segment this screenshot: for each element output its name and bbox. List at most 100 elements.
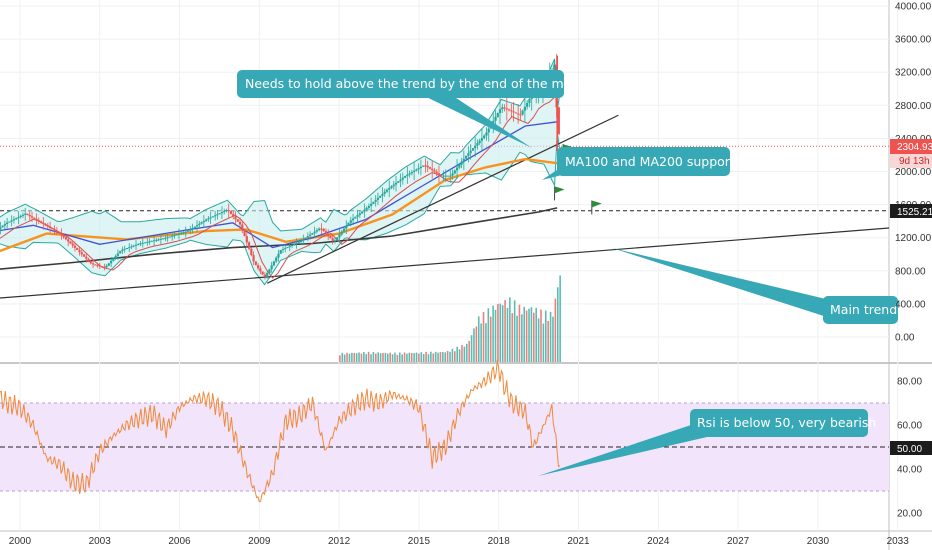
volume-bar bbox=[513, 300, 516, 362]
candle-body bbox=[48, 226, 52, 228]
volume-bar bbox=[403, 352, 406, 362]
volume-bar bbox=[559, 275, 561, 362]
rsi-tick-label: 80.00 bbox=[897, 377, 922, 388]
candle-body bbox=[55, 230, 58, 232]
callout-main-trend[interactable]: Main trend bbox=[612, 248, 898, 324]
candle-body bbox=[444, 175, 447, 177]
candle-body bbox=[471, 148, 474, 151]
volume-bar bbox=[501, 305, 504, 362]
volume-bar bbox=[391, 354, 394, 362]
volume-bar bbox=[379, 353, 382, 362]
volume-bar bbox=[485, 323, 487, 362]
rsi-axis[interactable]: 80.00 60.00 40.00 20.00 bbox=[897, 377, 922, 520]
candle-body bbox=[0, 227, 2, 229]
candle-body bbox=[553, 64, 556, 71]
candle-body bbox=[150, 240, 153, 242]
volume-bar bbox=[434, 351, 437, 362]
candle-body bbox=[465, 155, 468, 159]
candle-body bbox=[62, 235, 65, 238]
candle-body bbox=[132, 245, 135, 247]
candle-body bbox=[261, 271, 264, 275]
candle-body bbox=[30, 216, 34, 218]
volume-bar bbox=[384, 352, 387, 362]
candle-body bbox=[403, 176, 407, 178]
candle-body bbox=[483, 135, 486, 139]
callout-pointer bbox=[612, 248, 830, 318]
volume-bar bbox=[370, 354, 372, 362]
candle-body bbox=[64, 237, 68, 240]
moving-averages bbox=[0, 96, 558, 279]
callout-hold-trend-text: Needs to hold above the trend by the end… bbox=[245, 76, 592, 91]
time-tick-label: 2006 bbox=[168, 536, 191, 547]
volume-bar bbox=[449, 351, 451, 362]
volume-bar bbox=[348, 353, 351, 362]
candle-body bbox=[134, 244, 138, 246]
candle-body bbox=[363, 209, 366, 212]
price-axis[interactable]: 4000.003600.003200.002800.002400.002000.… bbox=[895, 2, 932, 344]
volume-bar bbox=[461, 345, 463, 362]
callout-rsi-bearish[interactable]: Rsi is below 50, very bearish bbox=[538, 409, 876, 476]
volume-bar bbox=[394, 352, 396, 362]
time-tick-label: 2009 bbox=[248, 536, 271, 547]
volume-bar bbox=[439, 352, 442, 362]
candle-body bbox=[202, 220, 205, 223]
candle-body bbox=[399, 179, 402, 182]
candle-body bbox=[200, 222, 203, 224]
volume-bar bbox=[437, 352, 439, 362]
candle-body bbox=[517, 113, 520, 115]
candle-body bbox=[345, 225, 348, 229]
volume-bar bbox=[477, 316, 480, 362]
candle-body bbox=[315, 230, 318, 232]
candle-body bbox=[157, 239, 160, 241]
volume-bar bbox=[363, 351, 365, 362]
volume-bar bbox=[372, 352, 375, 362]
candle-body bbox=[1, 225, 4, 228]
candle-body bbox=[426, 165, 429, 168]
candle-body bbox=[15, 218, 18, 220]
callout-hold-trend[interactable]: Needs to hold above the trend by the end… bbox=[237, 70, 592, 148]
volume-bar bbox=[401, 354, 403, 362]
candle-body bbox=[184, 231, 187, 233]
candle-body bbox=[288, 246, 291, 248]
candle-body bbox=[297, 242, 300, 244]
time-axis[interactable]: 2000 2003 2006 2009 2012 2015 2018 2021 2024 2027… bbox=[9, 536, 909, 547]
candle-body bbox=[485, 132, 488, 136]
volume-bar bbox=[518, 304, 521, 362]
candle-body bbox=[397, 181, 400, 183]
volume-bar bbox=[420, 352, 423, 362]
candle-body bbox=[123, 248, 126, 250]
volume-bar bbox=[425, 351, 427, 362]
price-tick-label: 3600.00 bbox=[895, 35, 932, 46]
candle-body bbox=[302, 239, 305, 241]
candle-body bbox=[415, 169, 418, 171]
ma-red-line bbox=[0, 96, 555, 279]
volume-bar bbox=[470, 335, 473, 362]
candle-body bbox=[322, 228, 325, 232]
candle-body bbox=[318, 228, 321, 231]
candle-body bbox=[476, 143, 479, 146]
volume-bar bbox=[530, 307, 533, 362]
rising-trend-line bbox=[267, 114, 619, 284]
candle-body bbox=[53, 229, 56, 231]
candle-body bbox=[372, 201, 375, 204]
candle-body bbox=[340, 231, 343, 235]
volume-bar bbox=[398, 352, 401, 362]
volume-bar bbox=[509, 297, 511, 362]
candle-body bbox=[290, 245, 294, 247]
time-tick-label: 2012 bbox=[328, 536, 351, 547]
callout-ma-supports[interactable]: MA100 and MA200 supports bbox=[542, 147, 741, 180]
candle-body bbox=[458, 164, 461, 168]
candle-body bbox=[6, 222, 9, 225]
candle-body bbox=[78, 250, 81, 253]
horizontal-level-tag: 1525.21 bbox=[890, 204, 932, 218]
volume-bar bbox=[430, 351, 432, 362]
candle-body bbox=[370, 203, 373, 206]
candle-body bbox=[60, 233, 63, 236]
candle-body bbox=[435, 171, 438, 174]
volume-bar bbox=[487, 308, 490, 362]
candle-body bbox=[69, 241, 72, 244]
volume-bar bbox=[499, 303, 502, 362]
volume-bar bbox=[353, 353, 356, 362]
time-tick-label: 2015 bbox=[408, 536, 431, 547]
